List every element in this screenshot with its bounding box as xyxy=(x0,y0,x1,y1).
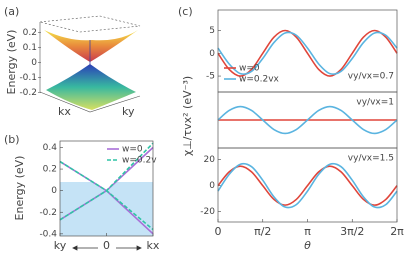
series-line xyxy=(217,162,398,209)
surface-decor xyxy=(39,15,141,113)
series-line xyxy=(217,105,398,135)
y-tick-label: 0 xyxy=(209,181,215,191)
legend-label: w=0 xyxy=(122,145,143,155)
y-tick-label: 0 xyxy=(209,49,215,59)
z-tick-label: 0 xyxy=(31,58,37,68)
annotation: vy/vx=0.7 xyxy=(348,72,394,82)
x-axis-label: kx xyxy=(58,105,71,118)
panel-label: (b) xyxy=(4,133,20,146)
z-tick-label: 0.1 xyxy=(23,43,37,53)
y-tick-label: 0 xyxy=(51,186,57,196)
y-axis-label: Energy (eV) xyxy=(13,156,26,221)
y-tick-label: -20 xyxy=(200,207,215,217)
annotation: vy/vx=1.5 xyxy=(348,154,394,164)
y-tick-label: 0.4 xyxy=(43,143,58,153)
y-axis-label: χ⊥/τvx² (eV⁻³) xyxy=(181,76,194,156)
x-axis-label: θ xyxy=(304,239,311,252)
legend-label: w=0 xyxy=(239,64,260,74)
x-tick-label: 0 xyxy=(103,239,110,252)
x-tick-label: π/2 xyxy=(254,225,271,238)
arrows xyxy=(72,245,142,251)
series-line xyxy=(59,189,154,231)
legend-label: w=0.2vx xyxy=(239,75,280,85)
legend-label: w=0.2v xyxy=(122,156,157,166)
x-tick-label: ky xyxy=(54,239,67,252)
y-tick-label: -0.4 xyxy=(39,229,57,239)
plot-frame xyxy=(59,140,154,237)
z-tick-label: -0.2 xyxy=(19,88,37,98)
panel-label: (c) xyxy=(178,5,193,18)
z-tick-label: 0.2 xyxy=(23,28,37,38)
series-line xyxy=(217,31,398,75)
y-tick-label: -0.2 xyxy=(39,208,57,218)
y-tick-label: 5 xyxy=(209,26,215,36)
annotation: vy/vx=1 xyxy=(356,98,394,108)
x-tick-label: 0 xyxy=(215,225,222,238)
x-tick-label: 3π/2 xyxy=(340,225,364,238)
y-tick-label: -5 xyxy=(206,72,215,82)
z-label: Energy (eV) xyxy=(5,30,18,95)
y-tick-label: 0.2 xyxy=(43,165,57,175)
occupied-fill xyxy=(60,182,153,236)
y-axis-label: ky xyxy=(122,105,135,118)
x-tick-label: 2π xyxy=(390,225,404,238)
z-tick-label: -0.1 xyxy=(19,73,37,83)
y-tick-label: 20 xyxy=(204,155,216,165)
series-line xyxy=(217,165,398,206)
x-tick-label: kx xyxy=(147,239,160,252)
plot-frame xyxy=(217,147,398,223)
panel-label: (a) xyxy=(4,5,19,18)
x-tick-label: π xyxy=(304,225,311,238)
